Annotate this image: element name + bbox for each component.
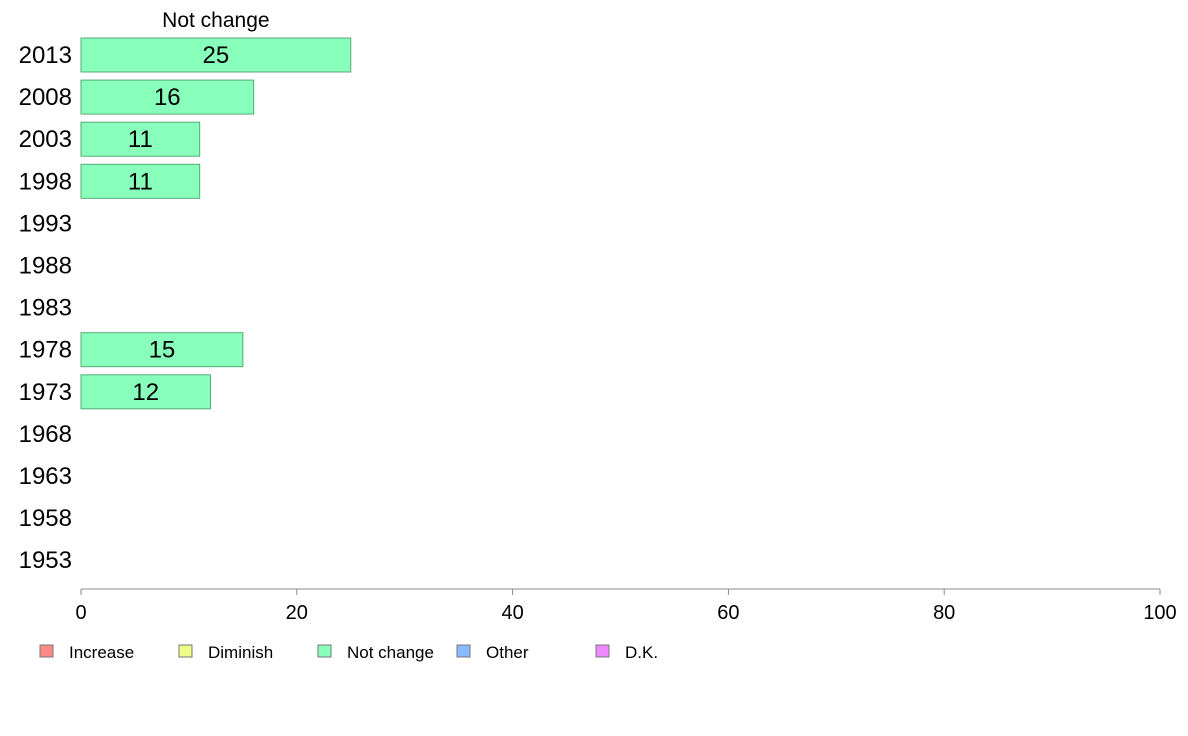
bar-value-label-2003: 11 (128, 126, 153, 153)
legend-swatch-other (456, 644, 471, 658)
x-tick-label-100: 100 (1143, 602, 1176, 624)
x-tick-label-0: 0 (75, 602, 86, 624)
bar-value-label-2008: 16 (154, 84, 181, 111)
bar-2008 (80, 79, 255, 115)
category-label-2003: 2003 (19, 126, 72, 153)
category-label-2008: 2008 (19, 84, 72, 111)
x-tick-label-40: 40 (501, 602, 523, 624)
category-label-1983: 1983 (19, 295, 72, 322)
legend-swatch-increase (39, 644, 54, 658)
bar-1998 (80, 163, 201, 199)
legend-swatch-not-change (317, 644, 332, 658)
bar-value-label-2013: 25 (203, 42, 230, 69)
legend-label-not-change: Not change (347, 643, 434, 662)
legend-swatch-d-k (595, 644, 610, 658)
legend-label-diminish: Diminish (208, 643, 273, 662)
category-label-1988: 1988 (19, 253, 72, 280)
category-label-1958: 1958 (19, 505, 72, 532)
category-label-1963: 1963 (19, 463, 72, 490)
bar-1973 (80, 374, 211, 410)
legend-label-other: Other (486, 643, 529, 662)
legend: Increase Diminish Not change Other D.K. (39, 643, 658, 662)
category-label-1973: 1973 (19, 379, 72, 406)
x-axis: 0 20 40 60 80 100 (75, 588, 1177, 624)
bar-value-label-1998: 11 (128, 168, 153, 195)
legend-label-d-k: D.K. (625, 643, 658, 662)
category-label-1998: 1998 (19, 168, 72, 195)
bar-value-label-1978: 15 (149, 337, 176, 364)
bar-2013 (80, 37, 352, 73)
x-tick-label-60: 60 (717, 602, 739, 624)
x-tick-label-80: 80 (933, 602, 955, 624)
bar-1978 (80, 332, 244, 368)
series-title: Not change (162, 9, 269, 32)
category-label-1978: 1978 (19, 337, 72, 364)
bar-2003 (80, 121, 201, 157)
category-label-1968: 1968 (19, 421, 72, 448)
category-label-1953: 1953 (19, 547, 72, 574)
x-tick-label-20: 20 (286, 602, 308, 624)
chart-rows: 2013 25 2008 16 2003 11 1998 11 1993 1988 1983 1978… (19, 37, 352, 574)
category-label-1993: 1993 (19, 210, 72, 237)
category-label-2013: 2013 (19, 42, 72, 69)
bar-value-label-1973: 12 (132, 379, 159, 406)
legend-swatch-diminish (178, 644, 193, 658)
legend-label-increase: Increase (69, 643, 134, 662)
